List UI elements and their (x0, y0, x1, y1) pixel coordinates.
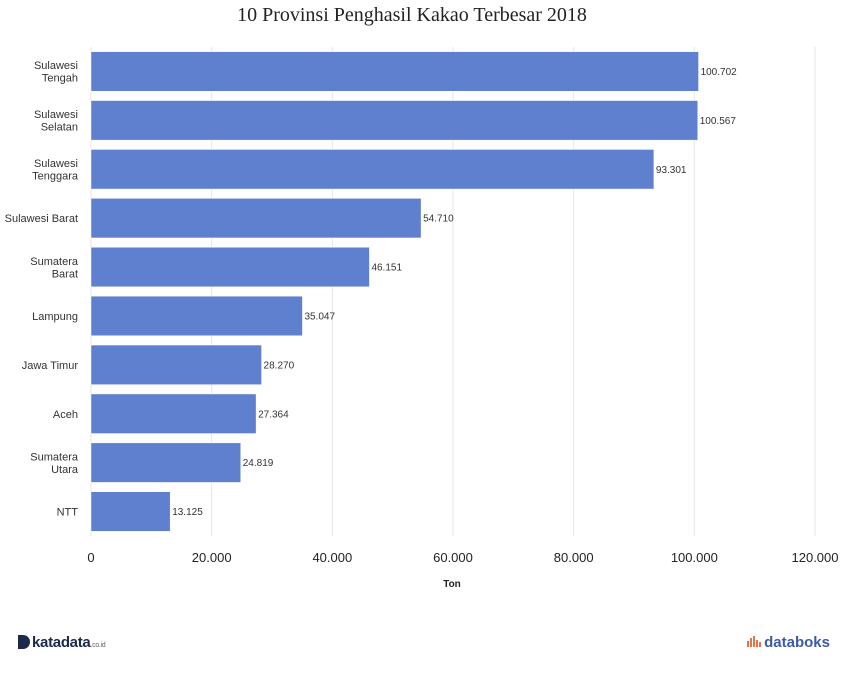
category-label-line: Tengah (42, 73, 78, 85)
value-label: 46.151 (371, 263, 402, 274)
value-labels: 100.702 100.567 93.301 54.710 46.151 35.047 28… (172, 67, 737, 518)
databoks-icon (747, 636, 762, 647)
x-tick-label: 120.000 (792, 550, 839, 565)
databoks-logo-text: databoks (764, 634, 830, 651)
value-label: 35.047 (304, 311, 335, 322)
category-label: Aceh (53, 409, 78, 421)
value-label: 24.819 (243, 458, 274, 469)
value-label: 93.301 (656, 165, 687, 176)
category-label: Sulawesi Tenggara (32, 158, 79, 183)
katadata-icon (18, 635, 30, 649)
category-label-line: Sumatera (30, 256, 79, 268)
category-label: Sulawesi Barat (5, 213, 78, 225)
value-label: 100.567 (700, 116, 737, 127)
databoks-logo: databoks (747, 634, 830, 651)
x-tick-label: 40.000 (312, 550, 352, 565)
bar (90, 344, 262, 385)
bar (90, 393, 257, 434)
category-label-line: Lampung (32, 311, 78, 323)
katadata-logo-suffix: .co.id (90, 642, 106, 649)
category-label-line: Sulawesi Barat (5, 213, 78, 225)
bar (90, 51, 699, 92)
category-label: Sulawesi Tengah (34, 60, 78, 85)
x-tick-label: 80.000 (554, 550, 594, 565)
category-label-line: Sulawesi (34, 109, 78, 121)
bar (90, 246, 370, 288)
bar (90, 198, 422, 239)
katadata-logo-text: katadata (32, 634, 91, 651)
category-label-line: NTT (57, 507, 79, 519)
bar (90, 491, 171, 532)
category-label-line: Barat (52, 268, 78, 280)
value-label: 54.710 (423, 214, 454, 225)
x-tick-labels: 0 20.000 40.000 60.000 80.000 100.000 120.000 (87, 550, 838, 565)
category-label: Jawa Timur (22, 360, 79, 372)
chart-title: 10 Provinsi Penghasil Kakao Terbesar 201… (237, 4, 587, 26)
category-label-line: Sumatera (30, 451, 79, 463)
x-axis-title: Ton (443, 579, 461, 590)
category-label: Sumatera Barat (30, 256, 79, 281)
category-label-line: Aceh (53, 409, 78, 421)
bars (90, 51, 699, 532)
x-tick-label: 20.000 (192, 550, 232, 565)
x-tick-label: 0 (87, 550, 94, 565)
category-label: Sulawesi Selatan (34, 109, 78, 134)
bar (90, 149, 655, 190)
bar (90, 442, 241, 483)
bar (90, 100, 699, 141)
katadata-logo: katadata.co.id (18, 634, 106, 651)
category-label-line: Utara (51, 464, 79, 476)
x-tick-label: 100.000 (671, 550, 718, 565)
value-label: 13.125 (172, 507, 203, 518)
bar (90, 295, 303, 337)
category-label: NTT (57, 507, 79, 519)
category-label-line: Jawa Timur (22, 360, 79, 372)
x-tick-label: 60.000 (433, 550, 473, 565)
category-label: Lampung (32, 311, 78, 323)
value-label: 27.364 (258, 409, 289, 420)
category-label-line: Sulawesi (34, 158, 78, 170)
value-label: 28.270 (264, 360, 295, 371)
category-label-line: Tenggara (32, 171, 79, 183)
category-label-line: Selatan (41, 122, 78, 134)
category-label-line: Sulawesi (34, 60, 78, 72)
value-label: 100.702 (701, 67, 738, 78)
category-label: Sumatera Utara (30, 451, 79, 476)
